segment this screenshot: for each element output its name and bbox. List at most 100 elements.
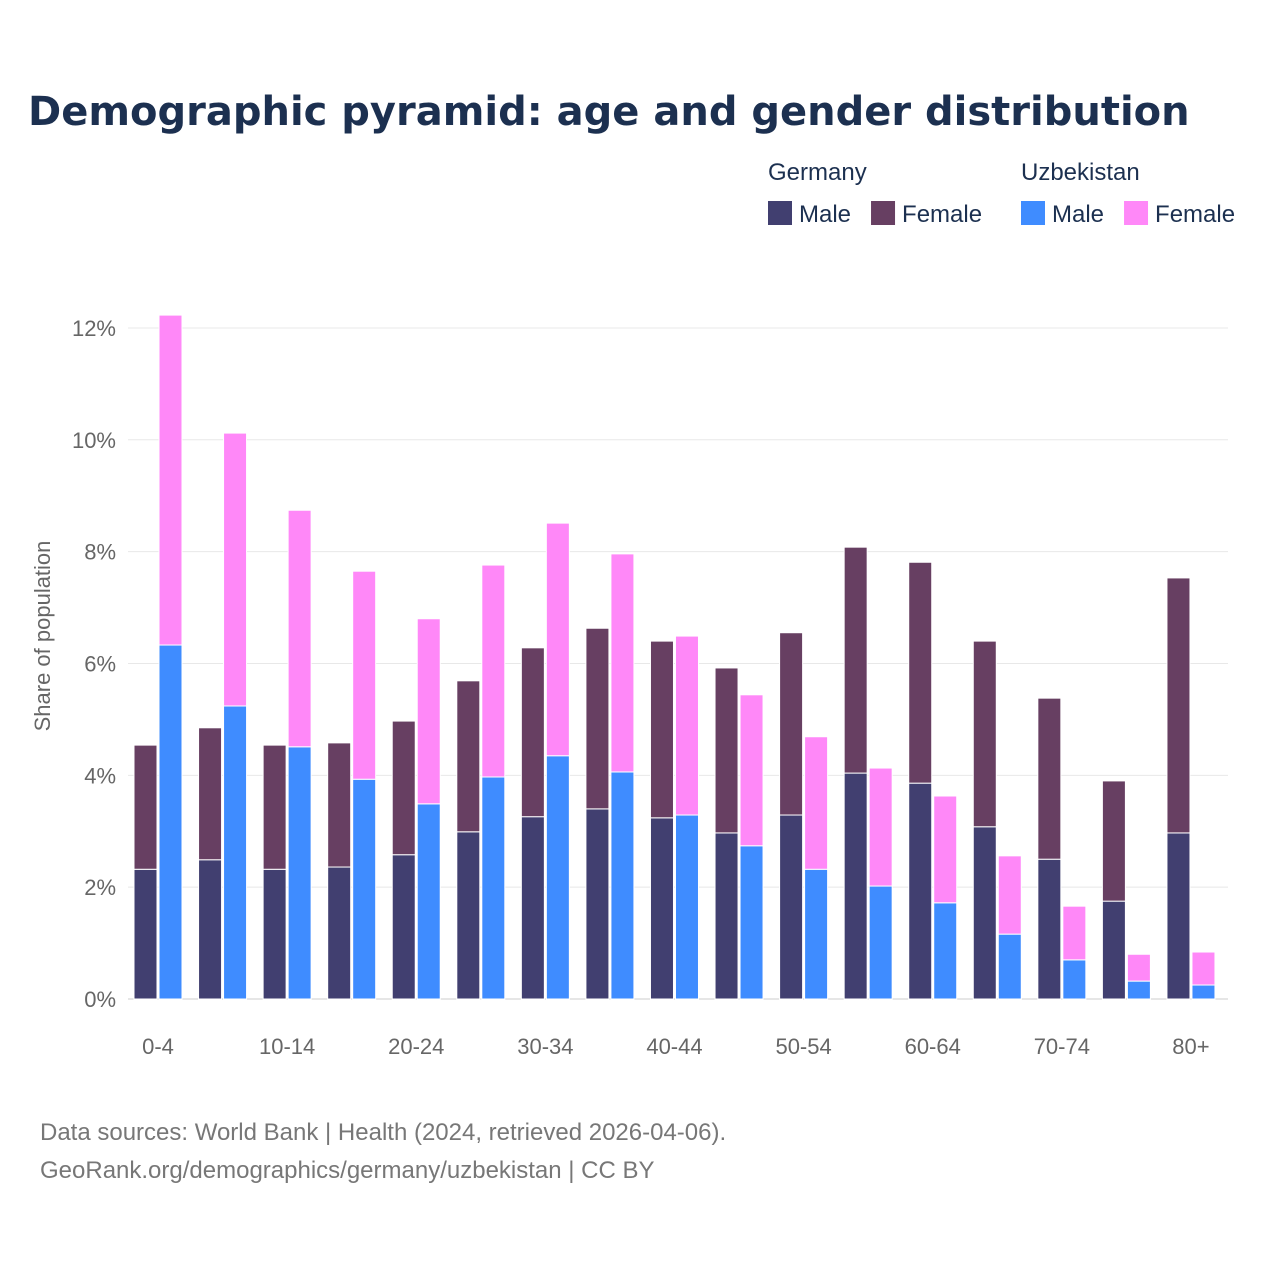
bar-uzbekistan-female-40-44 — [674, 635, 699, 816]
bar-germany-female-45-49 — [714, 667, 739, 834]
bar-uzbekistan-female-45-49 — [739, 694, 764, 847]
chart-title: Demographic pyramid: age and gender dist… — [28, 89, 1190, 135]
bar-germany-female-80+ — [1166, 577, 1191, 834]
bar-germany-female-55-59 — [843, 546, 868, 774]
bar-germany-male-20-24 — [391, 854, 416, 1000]
bar-uzbekistan-female-0-4 — [158, 314, 183, 646]
legend-swatch — [1021, 201, 1045, 225]
y-tick-label: 12% — [72, 316, 116, 341]
x-tick-label: 20-24 — [388, 1034, 444, 1059]
bar-germany-female-30-34 — [520, 647, 545, 818]
bar-uzbekistan-female-15-19 — [352, 570, 377, 780]
bar-uzbekistan-male-25-29 — [481, 776, 506, 1000]
bar-uzbekistan-female-35-39 — [610, 553, 635, 773]
bar-germany-female-35-39 — [585, 627, 610, 810]
y-tick-label: 8% — [84, 540, 116, 565]
bar-uzbekistan-male-0-4 — [158, 644, 183, 1000]
bar-germany-male-5-9 — [198, 859, 223, 1000]
footer-link[interactable]: GeoRank.org/demographics/germany/uzbekis… — [40, 1157, 655, 1184]
bar-germany-male-60-64 — [908, 782, 933, 1000]
bar-germany-female-75-79 — [1101, 780, 1126, 902]
bar-uzbekistan-female-60-64 — [933, 795, 958, 904]
bar-uzbekistan-male-80+ — [1191, 984, 1216, 1000]
x-tick-label: 40-44 — [646, 1034, 702, 1059]
bar-germany-male-10-14 — [262, 868, 287, 1000]
x-tick-label: 60-64 — [905, 1034, 961, 1059]
bar-uzbekistan-female-5-9 — [223, 432, 248, 707]
legend-label: Female — [1155, 201, 1235, 228]
y-tick-label: 4% — [84, 763, 116, 788]
legend-swatch — [1124, 201, 1149, 225]
bar-uzbekistan-male-5-9 — [223, 705, 248, 1000]
x-tick-label: 70-74 — [1034, 1034, 1090, 1059]
bar-uzbekistan-female-65-69 — [997, 855, 1022, 935]
bar-germany-male-25-29 — [456, 831, 481, 1000]
bar-germany-female-5-9 — [198, 727, 223, 861]
bar-uzbekistan-male-15-19 — [352, 778, 377, 1000]
bar-uzbekistan-male-65-69 — [997, 933, 1022, 1000]
bar-germany-female-70-74 — [1037, 697, 1062, 860]
y-tick-label: 6% — [84, 651, 116, 676]
x-tick-label: 80+ — [1172, 1034, 1209, 1059]
bar-germany-male-35-39 — [585, 808, 610, 1000]
legend-swatch — [768, 201, 792, 225]
bar-uzbekistan-female-30-34 — [545, 522, 570, 757]
x-axis-ticks: 0-4 10-14 20-24 30-34 40-44 50-54 60-64 70-74 80… — [142, 1034, 1210, 1059]
bars — [133, 314, 1216, 1000]
bar-germany-male-45-49 — [714, 832, 739, 1000]
bar-germany-female-65-69 — [972, 640, 997, 828]
bar-germany-female-25-29 — [456, 680, 481, 833]
bar-germany-male-80+ — [1166, 832, 1191, 1000]
bar-uzbekistan-female-75-79 — [1126, 953, 1151, 982]
bar-germany-female-40-44 — [649, 640, 674, 819]
x-tick-label: 10-14 — [259, 1034, 315, 1059]
bar-uzbekistan-female-20-24 — [416, 618, 441, 805]
bar-germany-male-50-54 — [779, 814, 804, 1000]
bar-germany-female-50-54 — [779, 632, 804, 816]
bar-germany-male-55-59 — [843, 772, 868, 1000]
bar-uzbekistan-male-40-44 — [674, 814, 699, 1000]
y-axis-label: Share of population — [30, 541, 55, 732]
bar-uzbekistan-male-55-59 — [868, 885, 893, 1000]
bar-uzbekistan-male-45-49 — [739, 845, 764, 1000]
footer-sources: Data sources: World Bank | Health (2024,… — [40, 1119, 726, 1146]
bar-germany-male-65-69 — [972, 826, 997, 1000]
y-tick-label: 0% — [84, 987, 116, 1012]
legend-group-title: Uzbekistan — [1021, 159, 1140, 186]
bar-germany-female-20-24 — [391, 720, 416, 856]
bar-uzbekistan-female-10-14 — [287, 509, 312, 748]
bar-uzbekistan-male-60-64 — [933, 902, 958, 1000]
bar-germany-male-15-19 — [327, 866, 352, 1000]
bar-germany-male-40-44 — [649, 817, 674, 1000]
bar-uzbekistan-female-25-29 — [481, 564, 506, 778]
y-tick-label: 10% — [72, 428, 116, 453]
bar-uzbekistan-male-70-74 — [1062, 959, 1087, 1000]
bar-germany-female-15-19 — [327, 742, 352, 868]
bar-germany-male-30-34 — [520, 816, 545, 1000]
bar-germany-female-0-4 — [133, 744, 158, 870]
bar-uzbekistan-female-70-74 — [1062, 905, 1087, 961]
bar-uzbekistan-male-35-39 — [610, 771, 635, 1000]
legend-group-title: Germany — [768, 159, 867, 186]
bar-germany-female-60-64 — [908, 561, 933, 784]
legend-swatch — [871, 201, 896, 225]
bar-uzbekistan-male-10-14 — [287, 746, 312, 1000]
bar-uzbekistan-male-75-79 — [1126, 980, 1151, 1000]
x-tick-label: 50-54 — [775, 1034, 831, 1059]
bar-germany-male-0-4 — [133, 868, 158, 1000]
bar-uzbekistan-female-80+ — [1191, 951, 1216, 986]
legend-label: Female — [902, 201, 982, 228]
y-tick-label: 2% — [84, 875, 116, 900]
legend-label: Male — [799, 201, 851, 228]
bar-germany-female-10-14 — [262, 744, 287, 870]
x-tick-label: 30-34 — [517, 1034, 573, 1059]
bar-uzbekistan-male-30-34 — [545, 755, 570, 1000]
legend: Germany Male Female Uzbekistan Male Female — [768, 159, 1235, 228]
bar-uzbekistan-female-55-59 — [868, 767, 893, 887]
x-tick-label: 0-4 — [142, 1034, 174, 1059]
legend-label: Male — [1052, 201, 1104, 228]
bar-uzbekistan-female-50-54 — [804, 736, 829, 870]
bar-germany-male-75-79 — [1101, 900, 1126, 1000]
